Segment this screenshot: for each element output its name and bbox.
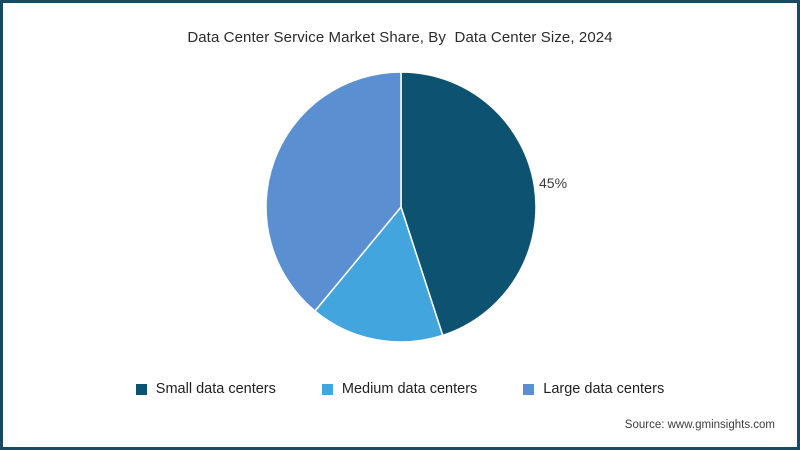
legend-swatch-large-icon [523,383,535,395]
legend-swatch-small-icon [135,383,147,395]
legend-item-large[interactable]: Large data centers [523,381,664,397]
pie-slice[interactable] [313,205,444,343]
legend-label-large: Large data centers [543,381,665,397]
page-title: Data Center Service Market Share, By Dat… [187,29,613,46]
pie-chart-svg [265,71,537,343]
legend-item-medium[interactable]: Medium data centers [321,381,478,397]
legend-label-medium: Medium data centers [341,381,478,397]
legend-item-small[interactable]: Small data centers [135,381,276,397]
chart-legend: Small data centers Medium data centers L… [3,381,797,397]
legend-label-small: Small data centers [155,381,276,397]
pie-slice-data-label: 45% [539,175,568,191]
pie-chart [265,71,537,343]
source-note: Source: www.gminsights.com [624,419,775,431]
pie-slice[interactable] [265,71,402,313]
pie-slice[interactable] [400,71,537,337]
legend-swatch-medium-icon [321,383,333,395]
